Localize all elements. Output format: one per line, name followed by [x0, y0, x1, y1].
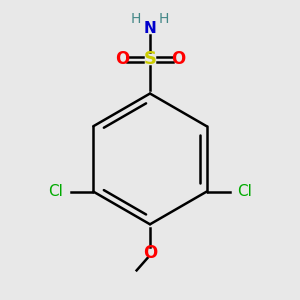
- Text: O: O: [171, 50, 185, 68]
- Text: H: H: [159, 12, 169, 26]
- Text: Cl: Cl: [237, 184, 252, 199]
- Text: S: S: [143, 50, 157, 68]
- Text: Cl: Cl: [48, 184, 63, 199]
- Text: O: O: [115, 50, 129, 68]
- Text: O: O: [143, 244, 157, 262]
- Text: N: N: [144, 21, 156, 36]
- Text: H: H: [130, 12, 141, 26]
